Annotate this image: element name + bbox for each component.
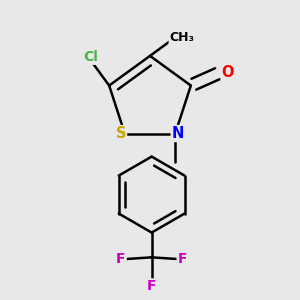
Text: F: F: [178, 252, 187, 266]
Text: N: N: [172, 126, 184, 141]
Text: CH₃: CH₃: [169, 31, 194, 44]
Text: O: O: [222, 65, 234, 80]
Text: F: F: [147, 279, 156, 293]
Text: F: F: [116, 252, 126, 266]
Text: S: S: [116, 126, 126, 141]
Text: Cl: Cl: [84, 50, 98, 64]
